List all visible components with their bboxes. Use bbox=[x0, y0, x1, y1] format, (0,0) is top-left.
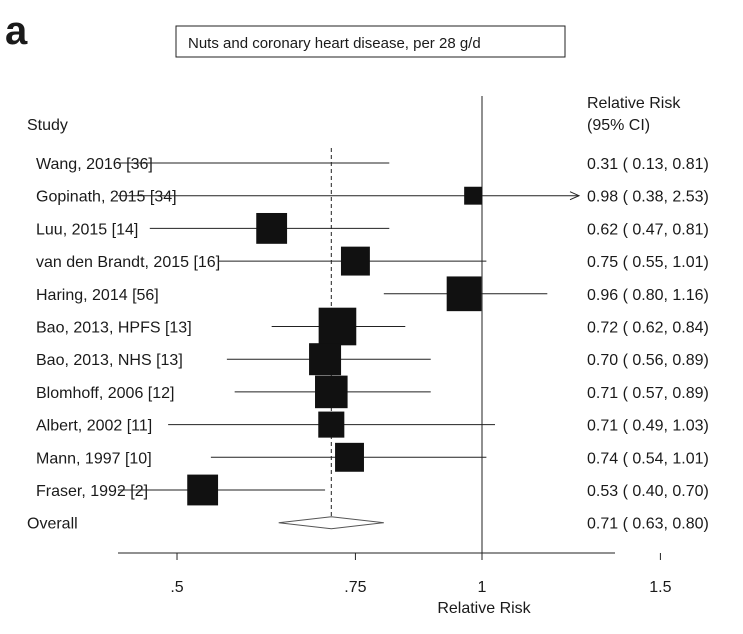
study-label: Albert, 2002 [11] bbox=[36, 418, 152, 435]
panel-label: a bbox=[5, 9, 28, 53]
study-marker bbox=[464, 186, 483, 205]
study-marker bbox=[256, 212, 288, 244]
study-marker bbox=[318, 411, 345, 438]
study-ci-text: 0.98 ( 0.38, 2.53) bbox=[587, 189, 709, 206]
chart-title: Nuts and coronary heart disease, per 28 … bbox=[188, 35, 481, 52]
study-ci-text: 0.71 ( 0.57, 0.89) bbox=[587, 385, 709, 402]
ci-column-header: (95% CI) bbox=[587, 117, 650, 134]
x-tick-label: .5 bbox=[170, 579, 183, 596]
overall-label: Overall bbox=[27, 516, 78, 533]
study-label: van den Brandt, 2015 [16] bbox=[36, 254, 220, 271]
study-ci-text: 0.31 ( 0.13, 0.81) bbox=[587, 156, 709, 173]
study-ci-text: 0.74 ( 0.54, 1.01) bbox=[587, 450, 709, 467]
study-label: Mann, 1997 [10] bbox=[36, 450, 152, 467]
study-label: Bao, 2013, NHS [13] bbox=[36, 352, 183, 369]
study-marker bbox=[340, 246, 370, 276]
study-label: Wang, 2016 [36] bbox=[36, 156, 153, 173]
study-marker bbox=[309, 343, 342, 376]
x-tick-label: 1 bbox=[478, 579, 487, 596]
study-marker bbox=[187, 474, 219, 506]
rr-column-header: Relative Risk bbox=[587, 95, 681, 112]
study-label: Blomhoff, 2006 [12] bbox=[36, 385, 174, 402]
study-ci-text: 0.75 ( 0.55, 1.01) bbox=[587, 254, 709, 271]
x-tick-label: .75 bbox=[344, 579, 366, 596]
study-marker bbox=[335, 442, 364, 472]
x-tick-label: 1.5 bbox=[649, 579, 671, 596]
study-marker bbox=[446, 276, 482, 312]
study-ci-text: 0.72 ( 0.62, 0.84) bbox=[587, 320, 709, 337]
study-label: Fraser, 1992 [2] bbox=[36, 483, 148, 500]
study-column-header: Study bbox=[27, 117, 68, 134]
study-ci-text: 0.53 ( 0.40, 0.70) bbox=[587, 483, 709, 500]
study-label: Bao, 2013, HPFS [13] bbox=[36, 320, 192, 337]
study-ci-text: 0.70 ( 0.56, 0.89) bbox=[587, 352, 709, 369]
plot-area: Wang, 2016 [36] 0.31 ( 0.13, 0.81) Gopinat… bbox=[27, 96, 709, 596]
study-ci-text: 0.96 ( 0.80, 1.16) bbox=[587, 287, 709, 304]
study-ci-text: 0.62 ( 0.47, 0.81) bbox=[587, 221, 709, 238]
study-marker bbox=[318, 307, 357, 346]
ci-arrow bbox=[569, 191, 581, 201]
overall-ci-text: 0.71 ( 0.63, 0.80) bbox=[587, 516, 709, 533]
study-label: Luu, 2015 [14] bbox=[36, 221, 138, 238]
title-box bbox=[175, 25, 566, 58]
study-marker bbox=[315, 375, 348, 409]
study-ci-text: 0.71 ( 0.49, 1.03) bbox=[587, 418, 709, 435]
overall-diamond bbox=[278, 516, 384, 530]
x-axis-label: Relative Risk bbox=[437, 600, 531, 617]
study-label: Haring, 2014 [56] bbox=[36, 287, 159, 304]
study-label: Gopinath, 2015 [34] bbox=[36, 189, 177, 206]
